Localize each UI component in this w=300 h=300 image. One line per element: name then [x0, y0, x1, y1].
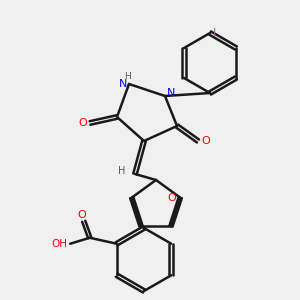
- Text: O: O: [201, 136, 210, 146]
- Text: N: N: [119, 79, 127, 89]
- Text: H: H: [124, 72, 131, 81]
- Text: O: O: [167, 193, 176, 202]
- Text: H: H: [118, 166, 125, 176]
- Text: O: O: [78, 210, 87, 220]
- Text: N: N: [167, 88, 175, 98]
- Text: O: O: [78, 118, 87, 128]
- Text: OH: OH: [52, 239, 68, 249]
- Text: I: I: [213, 28, 216, 38]
